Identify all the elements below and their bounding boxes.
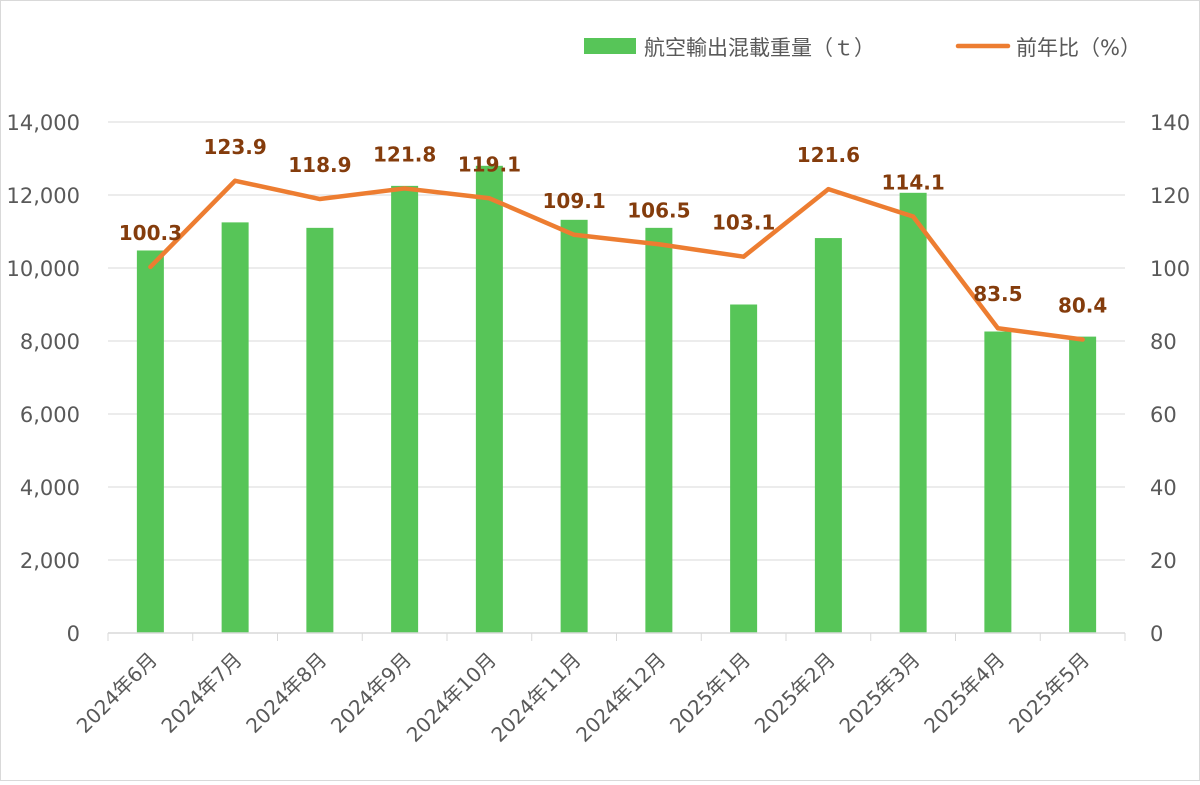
y-right-tick-label: 0: [1150, 622, 1163, 646]
line-point: [487, 196, 492, 201]
y-left-tick-label: 8,000: [20, 330, 80, 354]
y-right-tick-label: 40: [1150, 476, 1177, 500]
line-point: [572, 232, 577, 237]
data-label: 109.1: [542, 189, 605, 213]
y-left-tick-label: 6,000: [20, 403, 80, 427]
bar: [221, 222, 249, 633]
data-label: 80.4: [1058, 294, 1107, 318]
bar: [391, 185, 419, 633]
data-label: 83.5: [973, 282, 1022, 306]
bar: [475, 165, 503, 634]
bar: [1069, 336, 1097, 633]
data-label: 123.9: [203, 135, 266, 159]
data-label: 103.1: [712, 211, 775, 235]
data-label: 114.1: [881, 171, 944, 195]
data-label: 100.3: [119, 221, 182, 245]
line-point: [317, 197, 322, 202]
y-left-tick-label: 4,000: [20, 476, 80, 500]
y-left-tick-label: 0: [67, 622, 80, 646]
legend-swatch-bar: [584, 38, 636, 54]
line-point: [995, 326, 1000, 331]
bar: [560, 219, 588, 633]
line-point: [148, 264, 153, 269]
y-right-tick-label: 100: [1150, 257, 1190, 281]
y-right-tick-label: 120: [1150, 184, 1190, 208]
y-right-tick-label: 60: [1150, 403, 1177, 427]
y-left-tick-label: 12,000: [7, 184, 80, 208]
line-point: [741, 254, 746, 259]
line-point: [911, 214, 916, 219]
bar: [136, 250, 164, 634]
bar: [730, 304, 758, 633]
y-right-tick-label: 20: [1150, 549, 1177, 573]
line-point: [656, 242, 661, 247]
bar: [814, 238, 842, 633]
y-right-tick-label: 80: [1150, 330, 1177, 354]
data-label: 121.6: [797, 143, 860, 167]
y-left-tick-label: 2,000: [20, 549, 80, 573]
bar: [899, 192, 927, 633]
y-left-tick-label: 10,000: [7, 257, 80, 281]
line-point: [233, 178, 238, 183]
data-label: 119.1: [458, 152, 521, 176]
y-left-tick-label: 14,000: [7, 111, 80, 135]
line-point: [1080, 337, 1085, 342]
line-point: [402, 186, 407, 191]
bar: [645, 227, 673, 633]
y-right-tick-label: 140: [1150, 111, 1190, 135]
legend-label-bar: 航空輸出混載重量（ｔ）: [644, 36, 875, 60]
legend-label-line: 前年比（%）: [1016, 36, 1141, 60]
data-label: 106.5: [627, 198, 690, 222]
line-point: [826, 187, 831, 192]
data-label: 118.9: [288, 153, 351, 177]
bar: [984, 331, 1012, 633]
line-series-yoy: [148, 178, 1085, 342]
bar: [306, 227, 334, 633]
data-label: 121.8: [373, 142, 436, 166]
